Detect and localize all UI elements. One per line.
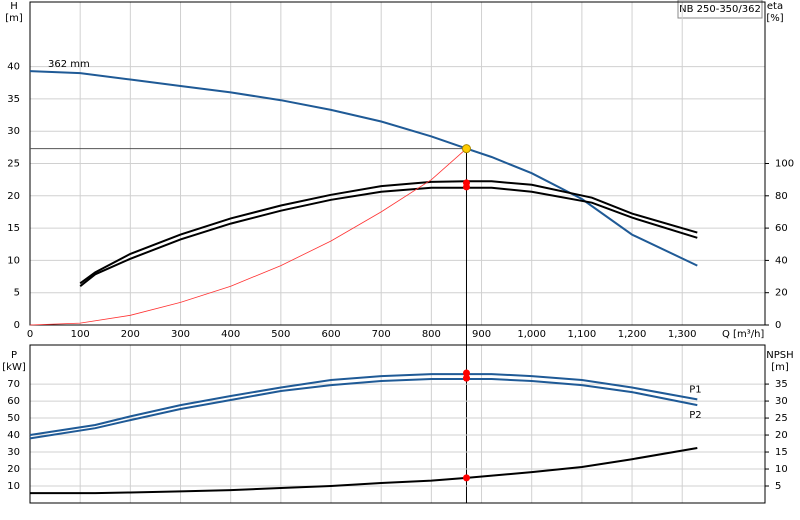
y-tick-label: 35 xyxy=(7,94,20,105)
y2-tick-label: 20 xyxy=(775,430,788,441)
y2-tick-label: 20 xyxy=(775,288,788,299)
y-tick-label: 20 xyxy=(7,464,20,475)
curve xyxy=(79,180,698,285)
y-tick-label: 70 xyxy=(7,379,20,390)
y-tick-label: 30 xyxy=(7,126,20,137)
x-tick-label: 1,100 xyxy=(568,329,597,340)
y2-tick-label: 80 xyxy=(775,191,788,202)
x-tick-label: 1,000 xyxy=(517,329,546,340)
operating-dot xyxy=(462,183,470,191)
x-tick-label: 300 xyxy=(171,329,190,340)
plot-frame xyxy=(29,344,766,504)
y-tick-label: 50 xyxy=(7,413,20,424)
y2-unit: [%] xyxy=(766,13,783,24)
x-tick-label: 600 xyxy=(321,329,340,340)
x-tick-label: 800 xyxy=(422,329,441,340)
y-unit: [kW] xyxy=(2,362,26,373)
y2-tick-label: 35 xyxy=(775,379,788,390)
y2-label: NPSH xyxy=(766,350,793,361)
y2-tick-label: 60 xyxy=(775,223,788,234)
series-label: P1 xyxy=(689,384,701,395)
y-tick-label: 40 xyxy=(7,62,20,73)
y-tick-label: 10 xyxy=(7,481,20,492)
x-tick-label: 1,300 xyxy=(668,329,697,340)
y2-label: eta xyxy=(767,1,783,12)
y-tick-label: 30 xyxy=(7,447,20,458)
y-tick-label: 10 xyxy=(7,255,20,266)
y-tick-label: 40 xyxy=(7,430,20,441)
y2-tick-label: 30 xyxy=(775,396,788,407)
title-box xyxy=(677,0,763,19)
y2-unit: [m] xyxy=(771,362,789,373)
x-tick-label: 500 xyxy=(271,329,290,340)
operating-dot xyxy=(462,374,470,382)
y2-tick-label: 100 xyxy=(775,159,794,170)
curve xyxy=(30,447,698,495)
x-tick-label: 700 xyxy=(372,329,391,340)
series-label: 362 mm xyxy=(48,59,90,70)
x-tick-label: 900 xyxy=(472,329,491,340)
y-tick-label: 60 xyxy=(7,396,20,407)
y-tick-label: 5 xyxy=(14,288,20,299)
y2-tick-label: 15 xyxy=(775,447,788,458)
y2-tick-label: 5 xyxy=(775,481,781,492)
curve xyxy=(29,70,698,267)
y2-tick-label: 10 xyxy=(775,464,788,475)
y-label: P xyxy=(11,350,17,361)
curve xyxy=(29,373,698,436)
y-unit: [m] xyxy=(5,13,23,24)
y2-tick-label: 0 xyxy=(775,320,781,331)
y2-tick-label: 25 xyxy=(775,413,788,424)
plot-frame xyxy=(29,1,766,326)
series-label: P2 xyxy=(689,410,701,421)
operating-point xyxy=(461,144,471,154)
y-tick-label: 25 xyxy=(7,159,20,170)
x-tick-label: 200 xyxy=(121,329,140,340)
curve xyxy=(79,186,698,287)
curve xyxy=(29,148,467,326)
x-label: Q [m³/h] xyxy=(722,329,764,340)
y-tick-label: 20 xyxy=(7,191,20,202)
y2-tick-label: 40 xyxy=(775,255,788,266)
y-tick-label: 0 xyxy=(14,320,20,331)
y-label: H xyxy=(10,1,18,12)
x-tick-label: 100 xyxy=(71,329,90,340)
x-tick-label: 400 xyxy=(221,329,240,340)
x-tick-label: 0 xyxy=(27,329,33,340)
curve xyxy=(29,378,698,440)
operating-dot xyxy=(462,369,470,377)
x-tick-label: 1,200 xyxy=(618,329,647,340)
chart-title: NB 250-350/362 xyxy=(679,4,761,15)
y-tick-label: 15 xyxy=(7,223,20,234)
operating-dot xyxy=(462,474,470,482)
